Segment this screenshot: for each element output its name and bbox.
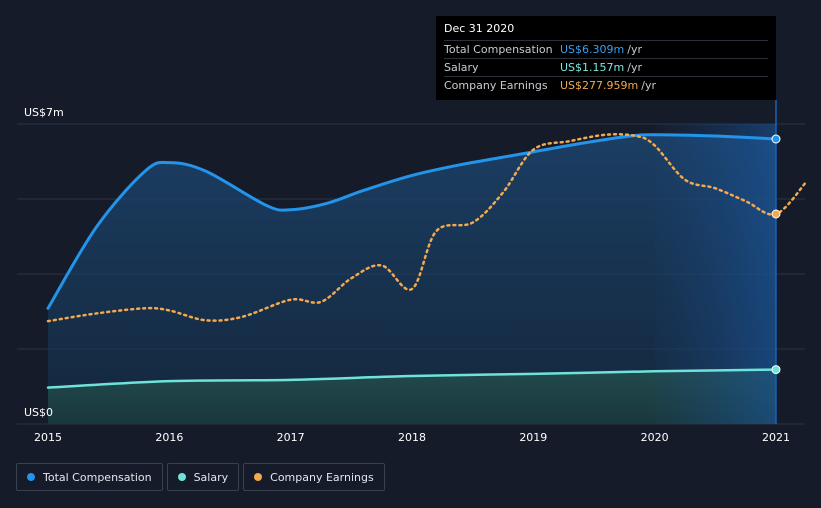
x-axis: 2015 2016 2017 2018 2019 2020 2021 xyxy=(34,431,790,444)
tooltip-row-salary: Salary US$1.157m /yr xyxy=(444,58,768,76)
tooltip-label: Total Compensation xyxy=(444,43,553,56)
y-tick-label-max: US$7m xyxy=(24,106,64,119)
highlight-markers xyxy=(771,134,781,375)
tooltip-row-company-earnings: Company Earnings US$277.959m /yr xyxy=(444,76,768,94)
tooltip-value: US$1.157m xyxy=(560,61,625,74)
series-areas xyxy=(48,100,777,424)
tooltip-value: US$277.959m xyxy=(560,79,639,92)
total-compensation-line xyxy=(46,133,778,310)
salary-marker xyxy=(771,365,781,375)
legend: Total Compensation Salary Company Earnin… xyxy=(16,463,385,491)
tooltip-date: Dec 31 2020 xyxy=(444,22,515,35)
tooltip-value: US$6.309m xyxy=(560,43,625,56)
company-earnings-line xyxy=(46,133,808,323)
salary-line xyxy=(46,368,778,389)
tooltip-row-total-compensation: Total Compensation US$6.309m /yr xyxy=(444,40,768,58)
salary-area xyxy=(48,369,776,424)
legend-item-company-earnings[interactable]: Company Earnings xyxy=(243,463,385,491)
x-tick-label: 2018 xyxy=(398,431,426,444)
x-tick-label: 2019 xyxy=(519,431,547,444)
x-tick-label: 2016 xyxy=(155,431,183,444)
legend-item-salary[interactable]: Salary xyxy=(166,463,240,491)
tooltip-unit: /yr xyxy=(627,61,642,74)
x-tick-label: 2015 xyxy=(34,431,62,444)
legend-label: Total Compensation xyxy=(43,470,152,484)
tooltip-unit: /yr xyxy=(627,43,642,56)
x-tick-label: 2021 xyxy=(762,431,790,444)
tooltip: Dec 31 2020 Total Compensation US$6.309m… xyxy=(436,16,776,100)
legend-item-total-compensation[interactable]: Total Compensation xyxy=(16,463,163,491)
legend-dot-icon xyxy=(254,473,263,481)
x-tick-label: 2017 xyxy=(277,431,305,444)
x-tick-label: 2020 xyxy=(641,431,669,444)
legend-dot-icon xyxy=(177,473,186,481)
y-tick-label-min: US$0 xyxy=(24,406,53,419)
legend-label: Salary xyxy=(193,470,229,484)
y-axis: US$7m US$0 xyxy=(24,106,64,419)
legend-label: Company Earnings xyxy=(270,470,374,484)
total-compensation-marker xyxy=(771,134,781,144)
company-earnings-marker xyxy=(771,209,781,219)
total-compensation-area xyxy=(48,134,776,424)
tooltip-unit: /yr xyxy=(641,79,656,92)
legend-dot-icon xyxy=(27,473,35,481)
tooltip-label: Company Earnings xyxy=(444,79,548,92)
highlight-band xyxy=(654,124,776,424)
series-lines xyxy=(46,133,808,389)
tooltip-label: Salary xyxy=(444,61,479,74)
